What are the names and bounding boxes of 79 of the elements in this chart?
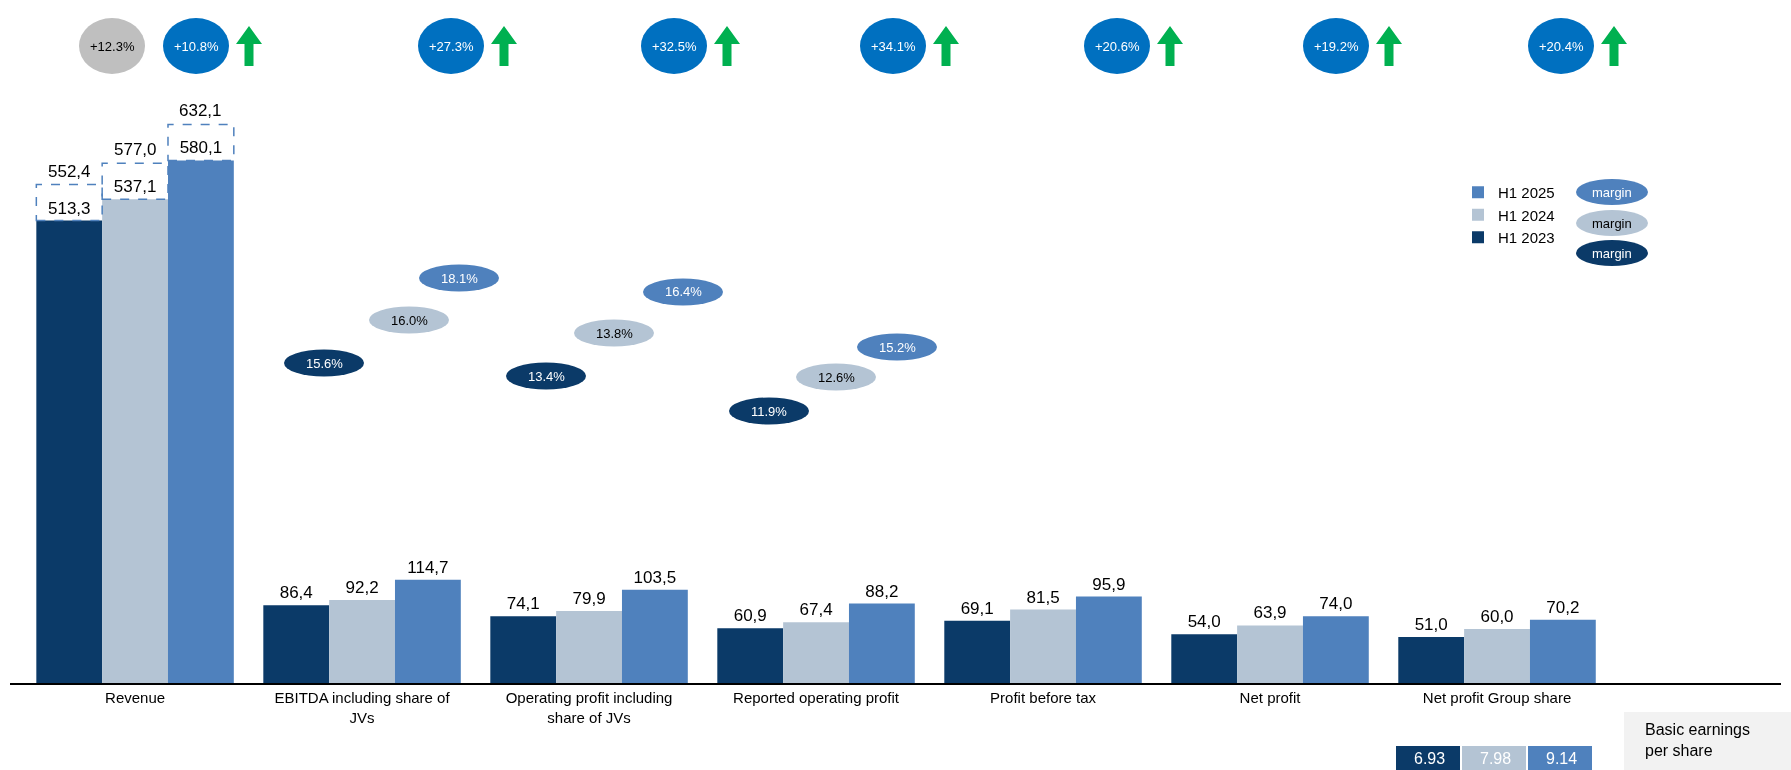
annotation: margin (1592, 185, 1632, 200)
bar (1171, 634, 1238, 683)
data-label: 60,0 (1480, 606, 1514, 626)
bar (1237, 625, 1303, 683)
x-tick-label: Revenue (105, 689, 166, 706)
x-tick-label: Net profit Group share (1422, 689, 1572, 706)
bar (394, 579, 461, 683)
annotation: 13.4% (528, 369, 566, 384)
text: +19.2% (1314, 39, 1359, 54)
annotation: 16.4% (665, 284, 703, 299)
data-label: 114,7 (407, 557, 449, 577)
x-tick-label: EBITDA including share of JVs (274, 689, 451, 726)
text: +32.5% (652, 39, 697, 54)
data-label: 74,1 (506, 594, 540, 614)
bar (944, 620, 1011, 683)
text: +20.4% (1539, 39, 1584, 54)
text: Basic earnings per share (1645, 721, 1750, 759)
data-label: 103,5 (633, 567, 677, 587)
annotation: 12.6% (818, 370, 856, 385)
text: 9.14 (1546, 750, 1578, 767)
legend-label: H1 2023 (1498, 229, 1555, 247)
annotation: 11.9% (751, 404, 788, 419)
text: +34.1% (871, 39, 916, 54)
annotation: 15.6% (306, 356, 344, 371)
data-label: 70,2 (1546, 597, 1580, 617)
bar (102, 199, 168, 683)
data-label: 60,9 (733, 606, 767, 626)
annotation: margin (1592, 216, 1632, 231)
data-label: 86,4 (279, 583, 313, 603)
x-tick-label: Net profit (1239, 689, 1302, 706)
x-tick-label: Reported operating profit (733, 689, 900, 706)
text: 7.98 (1480, 750, 1512, 767)
bar (1075, 596, 1142, 683)
bar (167, 160, 234, 683)
data-label: 88,2 (865, 581, 899, 601)
text: +12.3% (90, 39, 135, 54)
text: +20.6% (1095, 39, 1140, 54)
bar (717, 628, 784, 683)
bar (783, 622, 849, 683)
data-label: 580,1 (179, 138, 223, 158)
data-label: 69,1 (960, 598, 994, 618)
bar (1010, 609, 1076, 683)
bar (329, 599, 395, 683)
bar (490, 616, 557, 683)
annotation: 15.2% (879, 340, 917, 355)
text: +10.8% (174, 39, 219, 54)
text: 6.93 (1414, 750, 1446, 767)
annotation: 18.1% (441, 271, 479, 286)
data-label: 74,0 (1319, 594, 1353, 614)
data-label: 79,9 (572, 589, 606, 609)
bar (263, 605, 330, 683)
bar (1398, 637, 1465, 683)
text: 577,0 (114, 140, 157, 159)
text: 632,1 (179, 101, 222, 120)
data-label: 54,0 (1187, 612, 1221, 632)
bar (1302, 616, 1369, 683)
data-label: 63,9 (1253, 603, 1287, 623)
text: +27.3% (429, 39, 474, 54)
x-tick-label: Profit before tax (990, 689, 1097, 706)
annotation: 13.8% (596, 326, 634, 341)
annotation: 552,4 (48, 162, 91, 181)
x-tick-label: Operating profit including share of JVs (505, 689, 673, 726)
legend-label: H1 2024 (1498, 206, 1555, 224)
data-label: 92,2 (345, 577, 379, 597)
bar (36, 220, 103, 683)
bar (556, 611, 622, 683)
legend-label: H1 2025 (1498, 184, 1555, 202)
data-label: 95,9 (1092, 574, 1126, 594)
data-label: 51,0 (1414, 615, 1448, 635)
data-label: 513,3 (47, 198, 91, 218)
data-label: 537,1 (113, 177, 157, 197)
annotation: margin (1592, 246, 1632, 261)
data-label: 67,4 (799, 600, 833, 620)
bar (621, 589, 688, 683)
bar (1464, 628, 1530, 683)
bar (1529, 619, 1596, 683)
annotation: 16.0% (391, 313, 429, 328)
data-label: 81,5 (1026, 587, 1060, 607)
bar (848, 603, 915, 683)
